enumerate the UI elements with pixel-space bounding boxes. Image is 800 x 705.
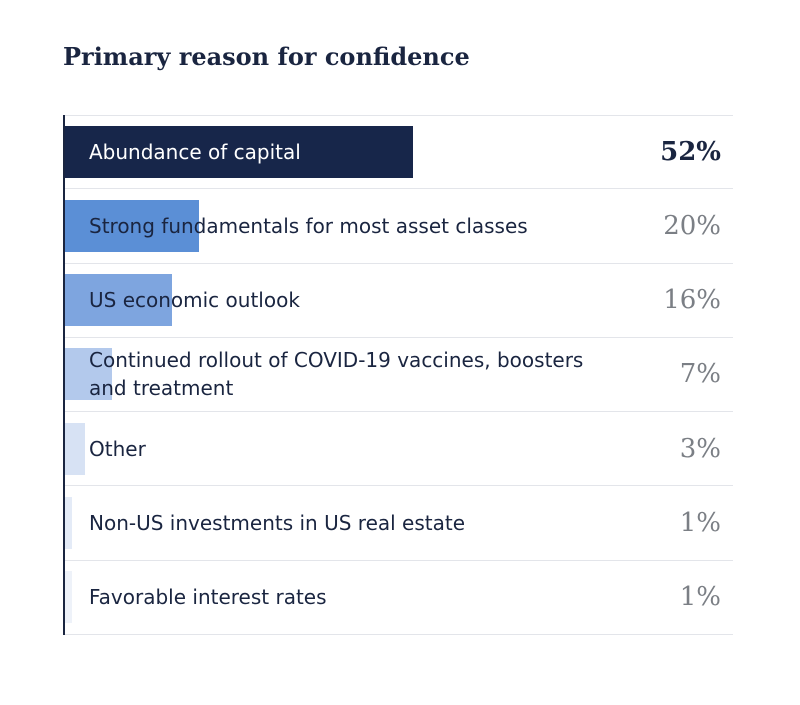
data-label: 3% <box>679 433 721 464</box>
bar <box>65 348 112 401</box>
category-label: Non-US investments in US real estate <box>89 511 466 536</box>
category-label: Continued rollout of COVID-19 vaccines, … <box>89 348 584 401</box>
top-rule <box>63 115 733 116</box>
axis-line <box>63 115 65 635</box>
bar <box>65 571 72 624</box>
category-label: Other <box>89 436 146 461</box>
category-label: Abundance of capital <box>89 139 301 164</box>
table-row: Abundance of capital 52% <box>63 115 733 190</box>
category-label: Favorable interest rates <box>89 585 327 610</box>
data-label: 20% <box>663 210 721 241</box>
category-label: US economic outlook <box>89 288 300 313</box>
table-row: Continued rollout of COVID-19 vaccines, … <box>63 338 733 413</box>
table-row: Non-US investments in US real estate 1% <box>63 486 733 561</box>
data-label: 52% <box>660 136 721 167</box>
bar <box>65 125 413 178</box>
data-label: 7% <box>679 359 721 390</box>
data-label: 1% <box>679 508 721 539</box>
bar <box>65 199 199 252</box>
data-label: 16% <box>663 285 721 316</box>
table-row: US economic outlook 16% <box>63 264 733 338</box>
category-label: Strong fundamentals for most asset class… <box>89 213 528 238</box>
table-row: Other 3% <box>63 412 733 487</box>
table-row: Favorable interest rates 1% <box>63 561 733 635</box>
bar <box>65 497 72 550</box>
data-label: 1% <box>679 582 721 613</box>
bar <box>65 274 173 327</box>
bar <box>65 422 86 475</box>
chart-title: Primary reason for confidence <box>63 42 470 71</box>
table-row: Strong fundamentals for most asset class… <box>63 189 733 264</box>
bar-chart: Abundance of capital 52% Strong fundamenta… <box>63 115 733 635</box>
